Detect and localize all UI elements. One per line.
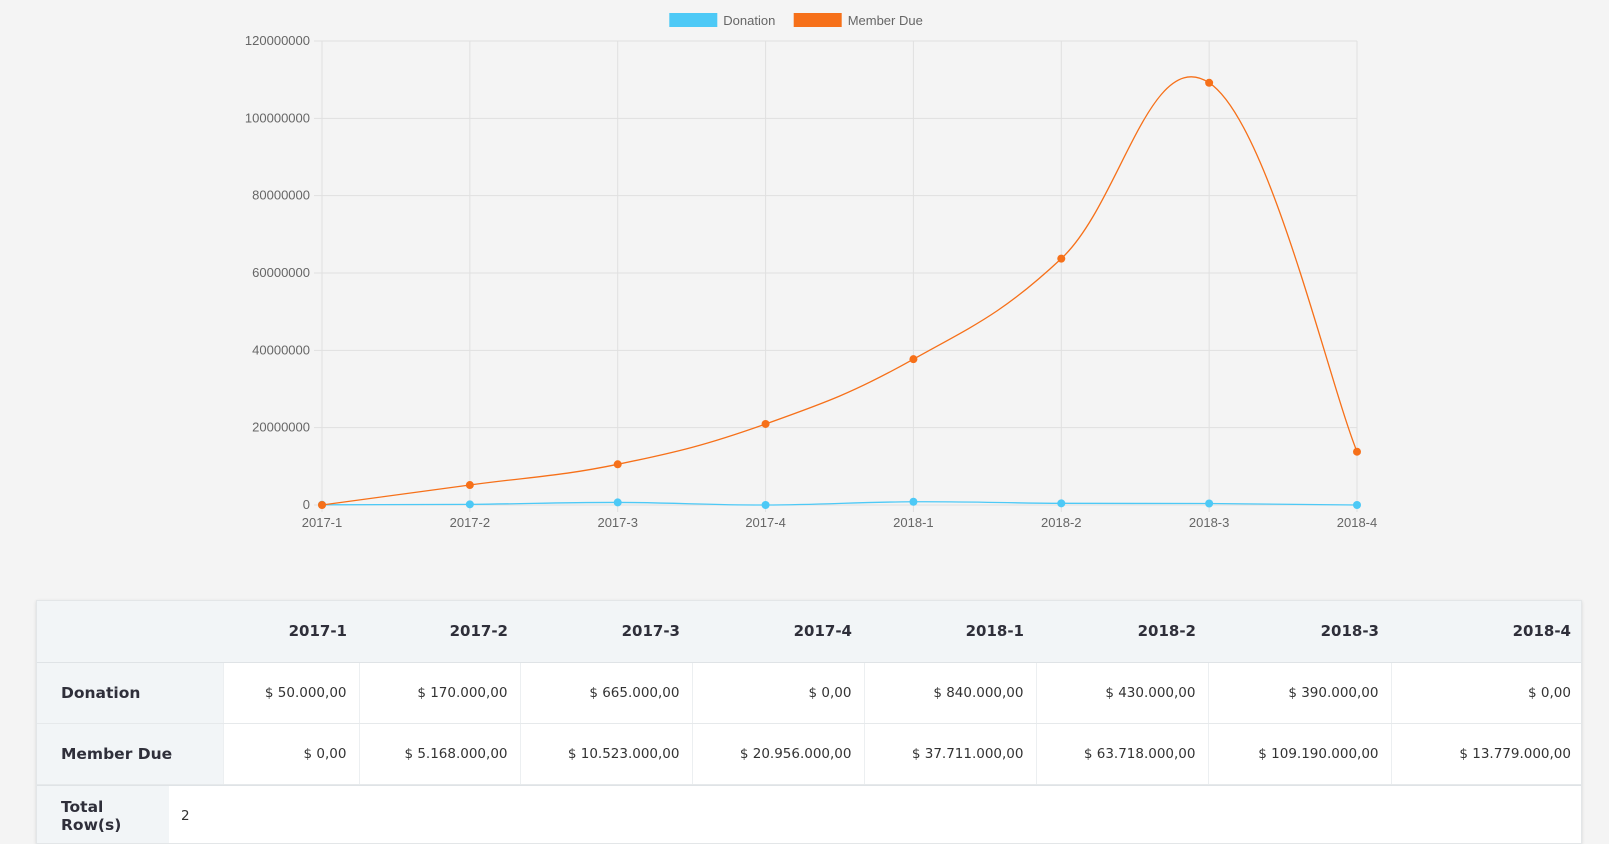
total-rows-label: Total Row(s)	[37, 785, 169, 843]
report-table: 2017-1 2017-2 2017-3 2017-4 2018-1 2018-…	[37, 601, 1581, 785]
data-point-member-due	[1205, 78, 1214, 87]
table-header-row: 2017-1 2017-2 2017-3 2017-4 2018-1 2018-…	[37, 601, 1581, 663]
table-cell: $ 10.523.000,00	[519, 723, 692, 785]
data-point-donation	[1057, 499, 1066, 508]
x-tick-label: 2018-2	[1041, 515, 1081, 530]
table-cell: $ 170.000,00	[358, 662, 520, 724]
data-point-member-due	[1353, 447, 1361, 456]
y-tick-label: 0	[303, 497, 310, 512]
table-cell: $ 0,00	[691, 662, 864, 724]
x-tick-label: 2017-4	[745, 515, 785, 530]
data-point-member-due	[761, 419, 770, 428]
data-point-member-due	[318, 501, 326, 509]
table-cell: $ 109.190.000,00	[1207, 723, 1391, 785]
data-point-donation	[1205, 499, 1214, 508]
column-header: 2018-4	[1391, 601, 1581, 663]
column-header: 2017-2	[359, 601, 520, 663]
column-header: 2017-3	[520, 601, 692, 663]
legend-label-donation: Donation	[723, 13, 775, 28]
y-tick-label: 40000000	[252, 342, 310, 357]
data-point-member-due	[465, 481, 474, 490]
x-tick-label: 2017-1	[302, 515, 342, 530]
table-cell: $ 390.000,00	[1207, 662, 1391, 724]
table-cell: $ 0,00	[1390, 662, 1581, 724]
x-tick-label: 2018-1	[893, 515, 933, 530]
total-rows-value: 2	[181, 807, 190, 824]
x-tick-label: 2018-4	[1337, 515, 1377, 530]
column-header: 2017-1	[223, 601, 359, 663]
table-cell: $ 5.168.000,00	[358, 723, 520, 785]
table-cell: $ 13.779.000,00	[1390, 723, 1581, 785]
data-point-member-due	[909, 355, 918, 364]
column-header: 2017-4	[692, 601, 864, 663]
y-tick-label: 60000000	[252, 265, 310, 280]
y-tick-label: 120000000	[245, 33, 310, 48]
x-tick-label: 2017-2	[450, 515, 490, 530]
column-header: 2018-3	[1208, 601, 1391, 663]
data-point-member-due	[1057, 254, 1066, 263]
table-row-member-due: Member Due $ 0,00 $ 5.168.000,00 $ 10.52…	[37, 723, 1581, 785]
column-header: 2018-2	[1036, 601, 1208, 663]
table-cell: $ 20.956.000,00	[691, 723, 864, 785]
table-row-donation: Donation $ 50.000,00 $ 170.000,00 $ 665.…	[37, 662, 1581, 724]
column-header: 2018-1	[864, 601, 1036, 663]
table-corner-cell	[37, 601, 223, 663]
table-cell: $ 63.718.000,00	[1035, 723, 1208, 785]
y-tick-label: 20000000	[252, 420, 310, 435]
table-cell: $ 50.000,00	[222, 662, 359, 724]
chart-canvas: 0 20000000 40000000 60000000 80000000 1000000…	[245, 13, 1377, 530]
data-point-donation	[1353, 501, 1361, 509]
table-cell: $ 840.000,00	[863, 662, 1036, 724]
line-chart: 0 20000000 40000000 60000000 80000000 1000000…	[245, 13, 1377, 530]
legend-swatch-member-due	[793, 13, 842, 27]
table-cell: $ 430.000,00	[1035, 662, 1208, 724]
total-rows-footer: Total Row(s) 2	[37, 784, 1581, 843]
data-point-donation	[761, 501, 770, 509]
row-label: Member Due	[37, 723, 223, 785]
y-tick-label: 100000000	[245, 110, 310, 125]
data-point-donation	[465, 500, 474, 509]
data-point-donation	[613, 498, 622, 507]
y-tick-label: 80000000	[252, 188, 310, 203]
row-label: Donation	[37, 662, 223, 724]
table-cell: $ 665.000,00	[519, 662, 692, 724]
data-point-member-due	[613, 460, 622, 469]
series-line-member-due	[321, 76, 1358, 506]
table-cell: $ 37.711.000,00	[863, 723, 1036, 785]
x-tick-label: 2018-3	[1189, 515, 1229, 530]
x-tick-label: 2017-3	[597, 515, 637, 530]
table-cell: $ 0,00	[222, 723, 359, 785]
data-point-donation	[909, 497, 918, 506]
legend-label-member-due: Member Due	[848, 13, 923, 28]
legend-swatch-donation	[669, 13, 718, 27]
report-table-card: 2017-1 2017-2 2017-3 2017-4 2018-1 2018-…	[36, 600, 1582, 844]
series-line-donation	[321, 501, 1358, 506]
